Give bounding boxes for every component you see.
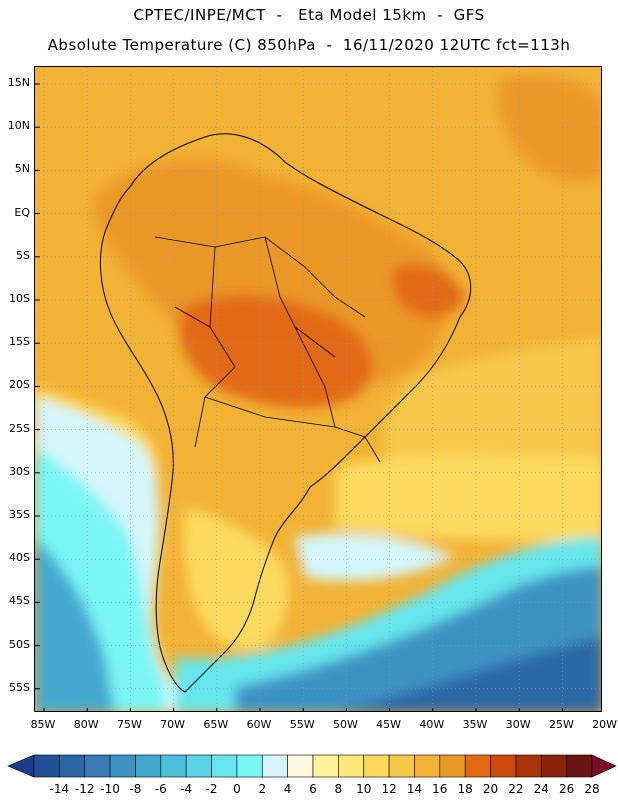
longitude-label: 70W [160, 718, 186, 731]
colorbar-segment [439, 754, 466, 778]
latitude-label: 15N [7, 76, 30, 89]
colorbar-label: 6 [309, 782, 317, 796]
field-zone-amazon-hot [94, 159, 451, 390]
longitude-label: 65W [203, 718, 229, 731]
latitude-label: 5S [16, 248, 30, 262]
field-zone-pacific-coldest [35, 537, 115, 711]
latitude-label: 30S [9, 464, 30, 478]
latitude-label: 55S [9, 680, 30, 694]
longitude-label: 35W [462, 718, 488, 731]
longitude-label: 75W [116, 718, 142, 731]
colorbar-segment [211, 754, 238, 778]
colorbar-label: -8 [129, 782, 142, 796]
longitude-label: 55W [289, 718, 315, 731]
colorbar-segment [312, 754, 339, 778]
field-zone-patagonia-warm [183, 507, 289, 650]
continent-outline [99, 133, 472, 693]
colorbar-label: 8 [334, 782, 343, 796]
colorbar-label: -14 [49, 782, 70, 796]
colorbar-label: 28 [584, 782, 600, 796]
map-canvas [35, 67, 601, 711]
colorbar-segment [160, 754, 187, 778]
latitude-label: 50S [9, 637, 30, 651]
colorbar-label: 16 [432, 782, 448, 796]
colorbar-label: 2 [258, 782, 267, 796]
field-zone-northeast-hot [391, 263, 465, 317]
latitude-label: 35S [9, 508, 30, 521]
colorbar [7, 754, 617, 778]
latitude-label: EQ [14, 205, 30, 219]
colorbar-segment [388, 754, 415, 778]
colorbar-segment [135, 754, 162, 778]
colorbar-label: 22 [508, 782, 524, 796]
longitude-label: 30W [505, 718, 531, 731]
colorbar-label: -2 [205, 782, 218, 796]
colorbar-segment [490, 754, 517, 778]
latitude-label: 40S [9, 551, 30, 565]
colorbar-label: 20 [482, 782, 499, 796]
colorbar-label: 12 [381, 782, 397, 796]
colorbar-label: 24 [533, 782, 549, 796]
temperature-map [34, 66, 602, 712]
latitude-label: 20S [9, 378, 30, 392]
colorbar-segment [287, 754, 314, 778]
graticule-grid [35, 67, 601, 711]
longitude-label: 60W [246, 718, 272, 731]
colorbar-segment [185, 754, 212, 778]
latitude-label: 10N [7, 119, 30, 133]
longitude-label: 50W [332, 718, 358, 731]
colorbar-label: -4 [180, 782, 193, 796]
chart-title: CPTEC/INPE/MCT - Eta Model 15km - GFS [133, 6, 485, 24]
colorbar-label: -6 [154, 782, 167, 796]
field-zone-north-warm [35, 67, 601, 187]
latitude-label: 25S [9, 421, 30, 435]
longitude-label: 80W [73, 718, 99, 731]
field-zone-central-hottest [179, 294, 373, 408]
latitude-label: 15S [9, 335, 30, 349]
field-zone-atlantic-shelf-pale [295, 533, 455, 581]
country-borders [154, 236, 381, 463]
chart-subtitle: Absolute Temperature (C) 850hPa - 16/11/… [47, 36, 571, 54]
colorbar-segment [33, 754, 60, 778]
colorbar-segment [540, 754, 567, 778]
colorbar-label: 0 [233, 782, 241, 796]
colorbar-label: -12 [74, 782, 95, 796]
colorbar-segment [414, 754, 441, 778]
colorbar-segment [109, 754, 136, 778]
colorbar-label: 4 [283, 782, 292, 796]
field-zone-atlantic-cooler [335, 454, 601, 542]
latitude-label: 10S [9, 292, 30, 305]
colorbar-label: 14 [406, 782, 423, 796]
longitude-label: 20W [592, 718, 618, 731]
colorbar-segment [261, 754, 288, 778]
latitude-label: 45S [9, 594, 30, 608]
colorbar-segment [515, 754, 542, 778]
colorbar-segment [84, 754, 111, 778]
colorbar-arrow-high [591, 754, 617, 778]
field-zone-caribbean-hot [497, 75, 601, 181]
colorbar-arrow-low [7, 754, 35, 778]
longitude-label: 40W [419, 718, 445, 731]
colorbar-label: 18 [457, 782, 473, 796]
colorbar-segment [566, 754, 593, 778]
frame-ticks [35, 83, 563, 711]
colorbar-segment [464, 754, 491, 778]
field-zone-southern-ocean-coldest [342, 637, 601, 711]
longitude-label: 85W [30, 718, 56, 731]
colorbar-label: 10 [356, 782, 372, 796]
colorbar-label: 26 [558, 782, 575, 796]
longitude-label: 45W [376, 718, 402, 731]
colorbar-segment [236, 754, 263, 778]
colorbar-segment [363, 754, 390, 778]
colorbar-label: -10 [100, 782, 120, 796]
colorbar-segment [59, 754, 86, 778]
longitude-label: 25W [548, 718, 574, 731]
latitude-label: 5N [14, 162, 30, 176]
colorbar-segment [338, 754, 365, 778]
